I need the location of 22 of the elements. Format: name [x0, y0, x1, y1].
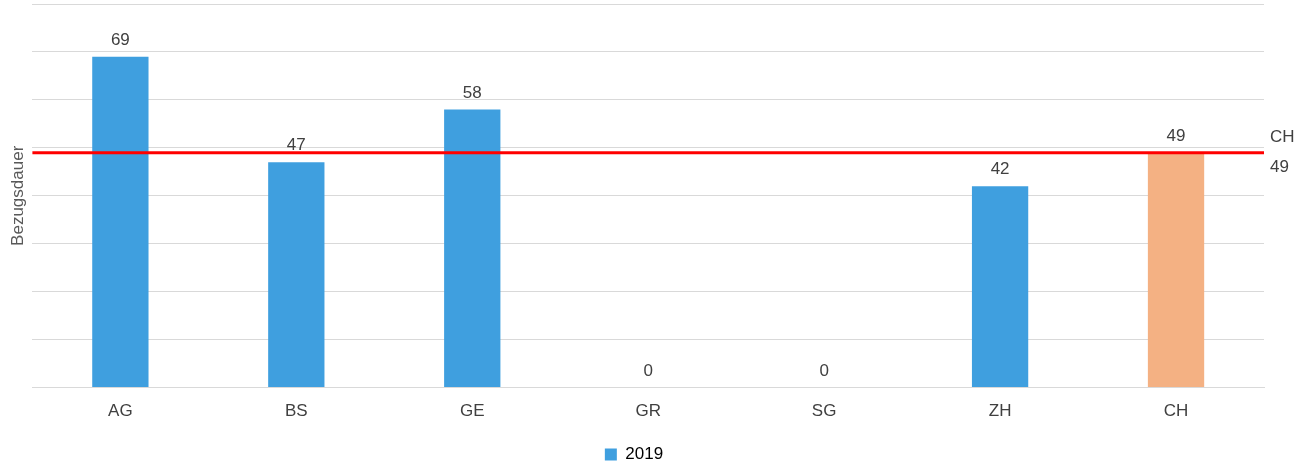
data-label: 58 [462, 82, 482, 102]
x-tick-label: CH [1163, 401, 1189, 421]
data-label: 47 [286, 135, 306, 155]
bar [444, 109, 501, 388]
data-label: 42 [990, 159, 1010, 179]
data-label: 0 [819, 360, 829, 380]
x-tick-label: AG [108, 401, 133, 421]
x-tick-label: GE [459, 401, 485, 421]
x-tick-label: ZH [988, 401, 1012, 421]
data-label: 49 [1166, 125, 1186, 145]
bar [92, 56, 149, 388]
legend-label: 2019 [625, 444, 664, 464]
bar [971, 186, 1029, 388]
x-tick-label: BS [284, 401, 308, 421]
x-tick-label: SG [811, 401, 837, 421]
bar [268, 162, 325, 388]
ref-line-label: CH 49 [1270, 127, 1295, 177]
bar [1147, 152, 1205, 388]
x-tick-label: GR [635, 401, 661, 421]
y-axis-title: Bezugsdauer [7, 145, 27, 246]
data-label: 69 [110, 29, 130, 49]
data-label: 0 [643, 360, 653, 380]
